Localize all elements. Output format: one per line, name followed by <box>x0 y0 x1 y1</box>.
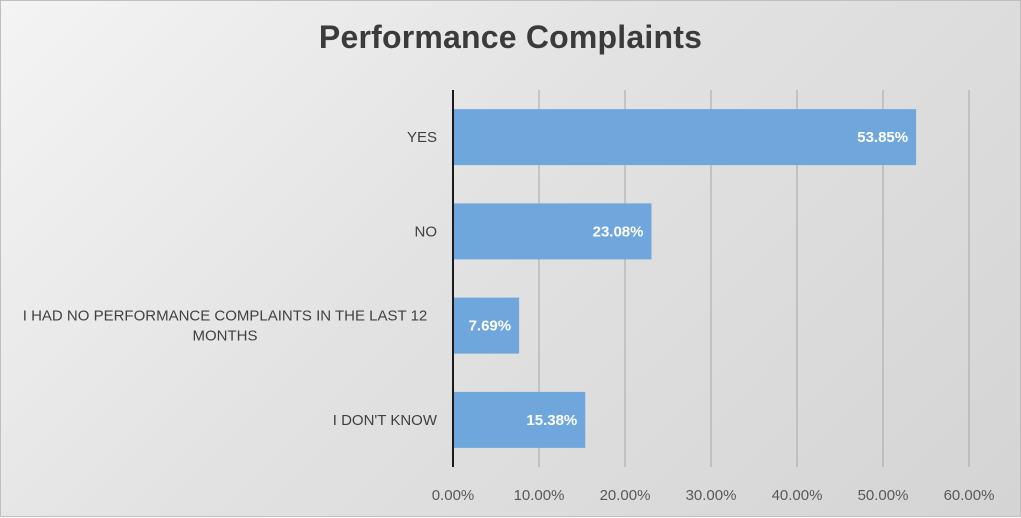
category-label-1: NO <box>415 223 438 240</box>
category-label-0: YES <box>407 129 437 146</box>
x-tick-label-4: 40.00% <box>772 487 823 504</box>
data-label-0: 53.85% <box>857 129 908 146</box>
bar-0 <box>453 109 917 166</box>
category-label-line: I DON'T KNOW <box>333 412 438 429</box>
category-label-2: I HAD NO PERFORMANCE COMPLAINTS IN THE L… <box>23 308 428 345</box>
bar-3 <box>453 391 586 448</box>
bar-1 <box>453 203 652 260</box>
data-label-3: 15.38% <box>526 412 577 429</box>
category-label-3: I DON'T KNOW <box>333 412 438 429</box>
category-label-line: YES <box>407 129 437 146</box>
category-label-line: NO <box>415 223 438 240</box>
chart-title: Performance Complaints <box>318 19 703 55</box>
category-label-line: I HAD NO PERFORMANCE COMPLAINTS IN THE L… <box>23 308 428 325</box>
x-tick-label-2: 20.00% <box>600 487 651 504</box>
x-tick-label-6: 60.00% <box>944 487 995 504</box>
x-tick-label-3: 30.00% <box>686 487 737 504</box>
x-tick-label-5: 50.00% <box>858 487 909 504</box>
data-label-2: 7.69% <box>469 318 512 335</box>
data-label-1: 23.08% <box>593 223 644 240</box>
category-label-line: MONTHS <box>193 328 258 345</box>
x-tick-label-1: 10.00% <box>514 487 565 504</box>
bar-2 <box>453 297 520 354</box>
x-tick-label-0: 0.00% <box>432 487 475 504</box>
